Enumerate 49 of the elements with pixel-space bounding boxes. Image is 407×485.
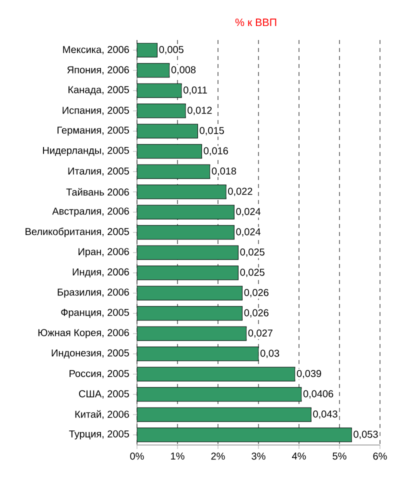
data-label: 0,011: [184, 86, 207, 95]
data-label: 0,0406: [303, 390, 334, 399]
data-label: 0,025: [240, 268, 264, 278]
data-label: 0,026: [244, 288, 268, 298]
data-label: 0,026: [244, 309, 268, 318]
y-tick-label: Нидерланды, 2005: [43, 146, 129, 156]
y-tick-label: США, 2005: [79, 390, 129, 399]
data-label: 0,025: [240, 248, 264, 257]
x-tick-label: 4%: [292, 452, 306, 460]
data-label: 0,053: [354, 430, 378, 440]
y-tick-label: Бразилия, 2006: [58, 288, 129, 298]
y-tick-label: Германия, 2005: [58, 126, 129, 136]
y-tick-label: Индонезия, 2005: [52, 349, 129, 358]
data-label: 0,027: [248, 329, 272, 338]
bar: [137, 42, 158, 58]
data-label: 0,012: [188, 106, 212, 116]
data-label: 0,015: [200, 126, 224, 136]
y-tick-label: Франция, 2005: [61, 308, 129, 318]
y-tick-label: Иран, 2006: [78, 248, 129, 258]
data-label: 0,043: [313, 410, 338, 419]
data-label: 0,008: [171, 66, 196, 75]
data-label: 0,024: [236, 208, 261, 216]
y-tick-label: Тайвань 2006: [66, 188, 129, 196]
y-tick-label: Россия, 2005: [70, 370, 129, 378]
y-tick-label: Мексика, 2006: [63, 46, 129, 54]
data-label: 0,024: [236, 228, 261, 237]
y-tick-label: Турция, 2005: [69, 430, 129, 440]
y-tick-label: Южная Корея, 2006: [38, 329, 129, 338]
x-tick-label: 5%: [332, 452, 346, 460]
y-tick-label: Индия, 2006: [72, 268, 129, 278]
y-tick-label: Италия, 2005: [68, 167, 129, 176]
x-tick-label: 0%: [130, 452, 144, 460]
data-label: 0,039: [296, 370, 322, 378]
data-label: 0,03: [260, 350, 280, 358]
y-tick-label: Австралия, 2006: [52, 208, 129, 217]
x-tick-label: 2%: [211, 452, 225, 460]
y-tick-label: Китай, 2006: [75, 410, 129, 419]
y-tick-label: Япония, 2006: [67, 66, 129, 75]
x-tick-label: 3%: [252, 452, 266, 460]
data-label: 0,018: [212, 167, 236, 176]
y-tick-label: Канада, 2005: [68, 86, 129, 96]
x-tick-label: 6%: [373, 452, 387, 460]
data-label: 0,022: [228, 188, 252, 196]
chart-title: % к ВВП: [235, 18, 276, 26]
y-tick-label: Великобритания, 2005: [26, 228, 129, 238]
x-tick-label: 1%: [171, 452, 184, 460]
data-label: 0,005: [159, 46, 184, 54]
data-label: 0,016: [204, 147, 228, 156]
y-tick-label: Испания, 2005: [62, 106, 129, 116]
